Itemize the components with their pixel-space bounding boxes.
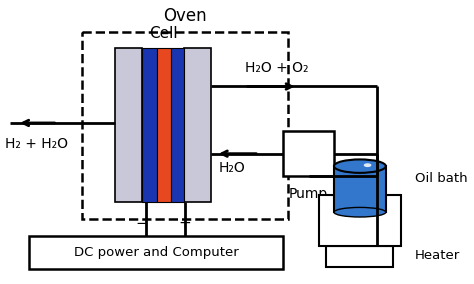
Text: Pump: Pump [289,187,328,201]
Text: −: − [136,216,148,231]
Ellipse shape [334,207,386,217]
Text: Heater: Heater [415,249,460,262]
Text: Cell: Cell [149,26,177,41]
Bar [283,131,334,176]
Text: +: + [179,216,191,231]
Bar [29,236,283,269]
Ellipse shape [334,159,386,173]
Text: H₂O + O₂: H₂O + O₂ [245,61,308,75]
Bar [82,32,288,219]
Bar [326,246,393,267]
Text: H₂O: H₂O [219,161,246,175]
Bar [171,48,184,202]
Bar [319,195,401,246]
Bar [142,48,157,202]
Ellipse shape [364,163,372,167]
Text: DC power and Computer: DC power and Computer [73,246,238,259]
Text: Oil bath: Oil bath [415,172,467,185]
Text: Oven: Oven [163,7,207,25]
Bar [334,166,386,212]
Bar [184,48,211,202]
Text: H₂ + H₂O: H₂ + H₂O [5,137,68,151]
Bar [115,48,142,202]
Bar [157,48,171,202]
